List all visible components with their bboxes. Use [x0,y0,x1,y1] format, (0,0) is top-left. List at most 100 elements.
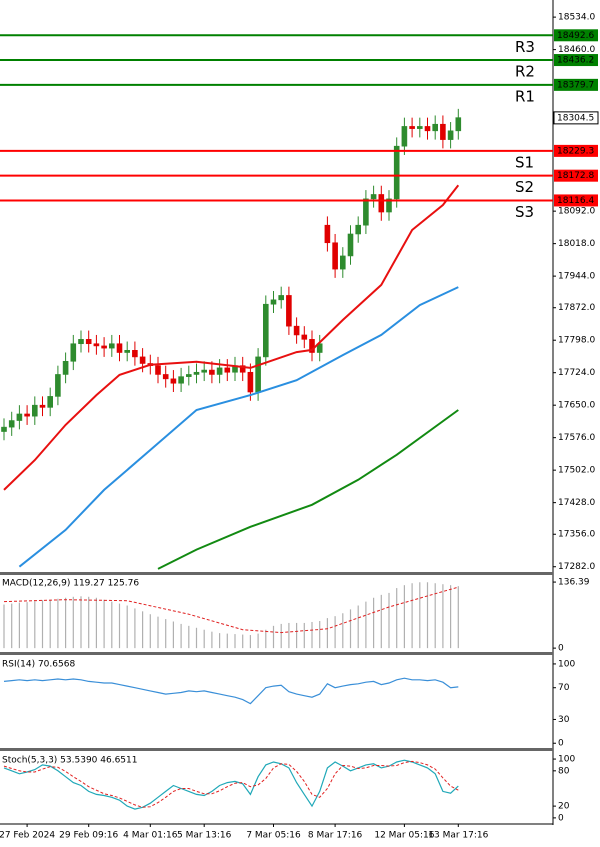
candle-body [162,374,169,380]
candle-body [293,325,300,336]
y-tick-label: 100 [558,659,575,669]
candle-body [139,356,146,364]
candle-body [116,343,123,353]
level-name: S3 [515,203,534,221]
candle-body [109,343,115,349]
level-price-box [554,54,598,67]
candle-body [455,117,462,132]
y-tick-label: 17502.0 [558,466,595,476]
candle-body [8,420,15,428]
y-tick-label: 0 [558,813,564,823]
x-tick-label: 12 Mar 05:16 [374,831,434,841]
y-tick-label: 0 [558,739,564,749]
y-tick-label: 18092.0 [558,207,595,217]
y-tick-label: 30 [558,715,570,725]
y-tick-label: 17798.0 [558,336,595,346]
level-name: R3 [515,38,535,56]
level-price: 18436.2 [557,56,594,66]
candle-body [178,376,184,384]
candle-body [186,374,192,377]
y-tick-label: 70 [558,683,570,693]
candle-body [378,194,385,213]
candle-body [339,255,346,270]
level-price-box [554,78,598,91]
y-tick-label: 17576.0 [558,433,595,443]
candle-body [255,356,261,393]
y-tick-label: 18534.0 [558,13,595,23]
candle-body [347,233,354,257]
y-tick-label: 18460.0 [558,45,595,55]
candle-body [416,126,423,129]
candle-body [1,426,7,432]
level-name: R2 [515,63,535,81]
x-tick-label: 4 Mar 01:16 [123,831,178,841]
candle-body [247,371,254,393]
candle-body [78,339,84,345]
x-tick-label: 29 Feb 09:16 [59,831,118,841]
candle-body [355,224,362,235]
candle-body [39,404,46,408]
candle-body [132,350,138,358]
panel-title: MACD(12,26,9) 119.27 125.76 [2,579,139,589]
candle-body [401,126,408,147]
candle-body [432,123,439,132]
candle-body [16,413,23,421]
candle-body [324,224,331,244]
candle-body [124,350,130,353]
candle-body [70,343,77,362]
panel-separator [0,652,553,655]
y-tick-label: 17872.0 [558,303,595,313]
y-tick-label: 100 [558,755,575,765]
candle-body [101,345,107,349]
level-price: 18229.3 [557,146,594,156]
level-price-box [554,144,598,157]
y-tick-label: 0 [558,644,564,654]
candle-body [332,242,338,270]
candle-body [393,145,400,200]
candle-body [278,295,285,301]
y-tick-label: 20 [558,802,570,812]
last-price-box [553,111,599,125]
candle-body [193,371,200,375]
candle-body [224,367,231,373]
panel-separator [0,748,553,751]
candle-body [93,343,100,347]
y-tick-label: 80 [558,766,570,776]
level-price: 18492.6 [557,31,594,41]
y-tick-label: 17282.0 [558,562,595,572]
y-tick-label: 17650.0 [558,401,595,411]
candle-body [239,365,246,373]
x-tick-label: 5 Mar 13:16 [177,831,232,841]
candle-body [201,369,207,373]
candle-body [301,334,308,340]
x-tick-label: 8 Mar 17:16 [308,831,363,841]
level-price-box [554,194,598,207]
candle-body [309,339,315,353]
moving-average [157,409,459,570]
stoch-line [3,760,459,808]
level-name: S2 [515,178,534,196]
candle-body [31,404,38,417]
candle-body [55,374,61,397]
candle-body [170,378,177,384]
level-name: S1 [515,153,534,171]
candle-body [262,303,269,358]
x-tick-label: 27 Feb 2024 [0,831,55,841]
candle-body [370,194,377,200]
level-price: 18379.7 [557,80,594,90]
level-name: R1 [515,87,535,105]
candle-body [386,198,392,213]
candle-body [85,339,92,345]
y-tick-label: 17428.0 [558,498,595,508]
level-price-box [554,169,598,182]
panel-title: RSI(14) 70.6568 [2,660,75,670]
y-tick-label: 136.39 [558,578,590,588]
level-price: 18116.4 [557,196,594,206]
candle-body [409,126,415,129]
stoch-line [3,759,459,810]
candle-body [24,413,30,417]
signal-line [3,586,459,634]
candle-body [216,367,223,375]
